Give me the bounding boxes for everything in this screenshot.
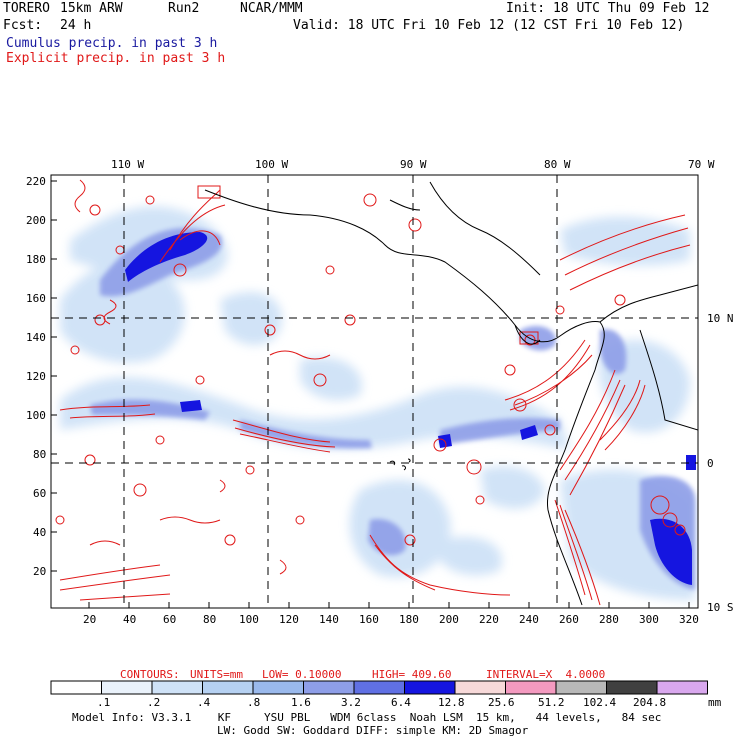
legend-label: 1.6 (291, 696, 311, 709)
lat-label-0: 0 (707, 457, 714, 470)
y-tick: 80 (33, 448, 47, 461)
org-label: NCAR/MMM (240, 1, 303, 16)
legend-swatch (101, 680, 153, 695)
legend-swatch (454, 680, 506, 695)
x-tick: 80 (203, 613, 217, 626)
y-tick: 160 (26, 292, 46, 305)
legend-label: .8 (247, 696, 261, 709)
x-tick: 20 (83, 613, 97, 626)
y-tick: 20 (33, 565, 47, 578)
contours-interval: INTERVAL=X 4.0000 (486, 668, 606, 681)
x-tick: 180 (399, 613, 419, 626)
explicit-precip-contours (55, 179, 691, 606)
contours-high: HIGH= 409.60 (372, 668, 452, 681)
contours-units: UNITS=mm (190, 668, 243, 681)
x-tick: 40 (123, 613, 137, 626)
legend-label: .4 (197, 696, 211, 709)
lat-label-10s: 10 S (707, 601, 734, 614)
init-time: Init: 18 UTC Thu 09 Feb 12 (506, 1, 710, 16)
lat-label-10n: 10 N (707, 312, 734, 325)
legend-swatch (404, 680, 456, 695)
model-physics: LW: Godd SW: Goddard DIFF: simple KM: 2D… (217, 724, 529, 737)
legend-swatch (606, 680, 658, 695)
legend-swatch (656, 680, 708, 695)
legend-label: 204.8 (633, 696, 667, 709)
lon-label-70w: 70 W (688, 158, 715, 171)
x-tick: 280 (599, 613, 619, 626)
model-name: TORERO (3, 1, 50, 16)
x-tick: 120 (279, 613, 299, 626)
x-tick: 100 (239, 613, 259, 626)
legend-swatch (252, 680, 304, 695)
forecast-hour: 24 h (60, 18, 92, 33)
lon-label-110w: 110 W (111, 158, 145, 171)
x-tick: 200 (439, 613, 459, 626)
legend-label: 6.4 (391, 696, 411, 709)
x-tick: 320 (679, 613, 699, 626)
legend-swatch (505, 680, 557, 695)
y-tick: 200 (26, 214, 46, 227)
model-info: Model Info: V3.3.1 KF YSU PBL WDM 6class… (72, 711, 662, 724)
legend-label: .1 (97, 696, 111, 709)
field-explicit-title: Explicit precip. in past 3 h (6, 51, 226, 66)
legend-swatch (50, 680, 102, 695)
y-tick: 60 (33, 487, 47, 500)
forecast-label: Fcst: (3, 18, 43, 33)
x-tick: 160 (359, 613, 379, 626)
lon-label-80w: 80 W (544, 158, 571, 171)
legend-swatch (202, 680, 254, 695)
legend-swatch (151, 680, 203, 695)
x-tick: 60 (163, 613, 177, 626)
legend-swatch (555, 680, 607, 695)
legend-label: 51.2 (538, 696, 565, 709)
lon-label-90w: 90 W (400, 158, 427, 171)
legend-swatch (303, 680, 355, 695)
y-tick: 180 (26, 253, 46, 266)
legend-label: .2 (147, 696, 161, 709)
x-tick: 140 (319, 613, 339, 626)
y-tick: 220 (26, 175, 46, 188)
model-resolution: 15km ARW (60, 1, 123, 16)
x-tick: 240 (519, 613, 539, 626)
x-tick: 300 (639, 613, 659, 626)
legend-swatch (353, 680, 405, 695)
valid-time: Valid: 18 UTC Fri 10 Feb 12 (12 CST Fri … (293, 18, 685, 33)
map-frame (50, 174, 699, 609)
field-cumulus-title: Cumulus precip. in past 3 h (6, 36, 218, 51)
y-tick: 140 (26, 331, 46, 344)
y-tick: 100 (26, 409, 46, 422)
contours-label: CONTOURS: (120, 668, 180, 681)
x-tick: 260 (559, 613, 579, 626)
y-tick: 120 (26, 370, 46, 383)
legend-label: 3.2 (341, 696, 361, 709)
contours-low: LOW= 0.10000 (262, 668, 342, 681)
lon-label-100w: 100 W (255, 158, 289, 171)
tick-marks (51, 180, 690, 608)
run-label: Run2 (168, 1, 200, 16)
legend-label: 102.4 (583, 696, 617, 709)
y-tick: 40 (33, 526, 47, 539)
x-tick: 220 (479, 613, 499, 626)
legend-label: 12.8 (438, 696, 465, 709)
legend-unit: mm (708, 696, 722, 709)
lat-lon-grid (51, 175, 698, 608)
legend-label: 25.6 (488, 696, 515, 709)
coastlines (204, 181, 698, 606)
cumulus-precip-heavy (125, 232, 696, 585)
